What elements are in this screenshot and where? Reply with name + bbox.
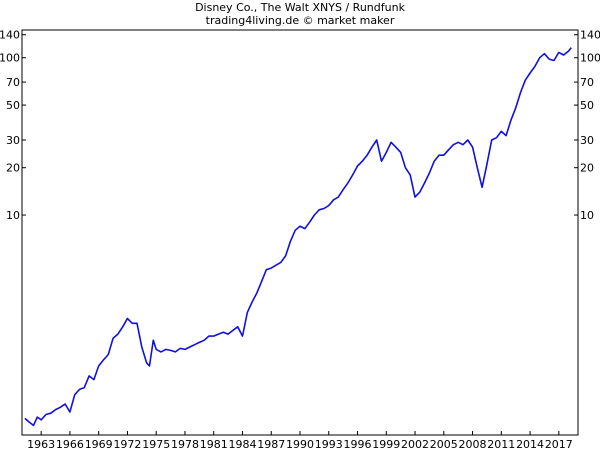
chart-subtitle: trading4living.de © market maker (205, 14, 395, 27)
y-tick-label-right: 100 (580, 52, 600, 65)
y-tick-label-left: 140 (0, 29, 20, 42)
y-tick-label-left: 50 (6, 99, 20, 112)
y-tick-label-right: 70 (580, 76, 594, 89)
x-tick-label: 2008 (459, 438, 487, 450)
y-tick-label-left: 10 (6, 209, 20, 222)
y-tick-label-left: 30 (6, 134, 20, 147)
chart-title: Disney Co., The Walt XNYS / Rundfunk (195, 1, 405, 14)
x-tick-label: 1975 (142, 438, 170, 450)
x-tick-label: 2017 (545, 438, 573, 450)
x-tick-label: 1990 (286, 438, 314, 450)
y-tick-label-left: 20 (6, 162, 20, 175)
x-tick-label: 1984 (228, 438, 256, 450)
x-tick-label: 1993 (315, 438, 343, 450)
x-tick-label: 2014 (516, 438, 544, 450)
x-tick-label: 1963 (27, 438, 55, 450)
y-tick-label-right: 140 (580, 29, 600, 42)
x-tick-label: 1987 (257, 438, 285, 450)
y-tick-label-right: 20 (580, 162, 594, 175)
x-tick-label: 1969 (85, 438, 113, 450)
x-tick-label: 1966 (56, 438, 84, 450)
x-tick-label: 1981 (200, 438, 228, 450)
x-tick-label: 1978 (171, 438, 199, 450)
x-tick-label: 2011 (487, 438, 515, 450)
plot-frame (21, 29, 579, 436)
x-tick-label: 2005 (430, 438, 458, 450)
x-tick-label: 1999 (372, 438, 400, 450)
y-tick-label-left: 70 (6, 76, 20, 89)
y-tick-label-right: 50 (580, 99, 594, 112)
x-tick-label: 1972 (113, 438, 141, 450)
x-tick-label: 2002 (401, 438, 429, 450)
x-tick-label: 1996 (344, 438, 372, 450)
y-tick-label-left: 100 (0, 52, 20, 65)
y-tick-label-right: 30 (580, 134, 594, 147)
price-line (24, 47, 572, 427)
y-tick-label-right: 10 (580, 209, 594, 222)
